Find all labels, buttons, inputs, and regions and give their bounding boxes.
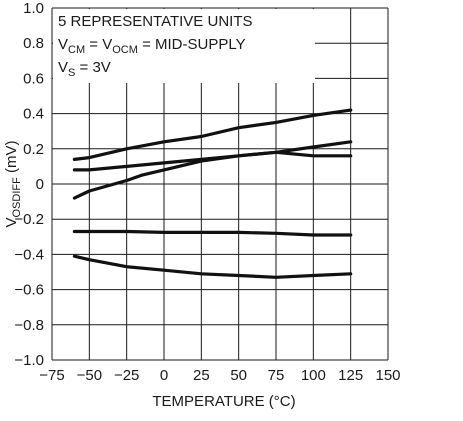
annotation-background — [53, 9, 315, 83]
y-tick-label: 1.0 — [23, 0, 44, 17]
y-tick-label: −0.2 — [14, 211, 44, 228]
x-tick-label: −75 — [39, 367, 64, 384]
annotation: 5 REPRESENTATIVE UNITS VCM = VOCM = MID-… — [58, 13, 252, 79]
x-tick-label: 125 — [338, 367, 363, 384]
x-tick-label: 50 — [230, 367, 247, 384]
x-tick-label: −50 — [77, 367, 102, 384]
annotation-line-1: 5 REPRESENTATIVE UNITS — [58, 13, 252, 30]
x-tick-label: 100 — [301, 367, 326, 384]
series-group — [72, 108, 353, 279]
annotation-line-3: VS = 3V — [58, 59, 111, 79]
y-tick-label: 0.6 — [23, 70, 44, 87]
series-line-3 — [72, 150, 353, 200]
y-tick-label: 0.2 — [23, 141, 44, 158]
series-line-2 — [72, 140, 353, 172]
x-tick-label: 150 — [375, 367, 400, 384]
y-tick-label: −0.6 — [14, 282, 44, 299]
series-line-4 — [72, 229, 353, 237]
y-tick-label: 0.4 — [23, 106, 44, 123]
y-tick-label: −0.4 — [14, 246, 44, 263]
annotation-line-2: VCM = VOCM = MID-SUPPLY — [58, 36, 246, 56]
series-line-1 — [72, 108, 353, 161]
x-tick-label: 75 — [268, 367, 285, 384]
y-axis-label: VOSDIFF (mV) — [3, 140, 23, 227]
x-tick-label: 25 — [193, 367, 210, 384]
x-axis-label: TEMPERATURE (°C) — [152, 393, 295, 410]
y-tick-label: 0.8 — [23, 35, 44, 52]
y-tick-label: 0 — [36, 176, 44, 193]
y-tick-label: −1.0 — [14, 352, 44, 369]
tick-labels: −75 −50 −25 0 25 50 75 100 125 150 −1.0 −0.8 −0.6 −0.… — [14, 0, 400, 384]
series-line-5 — [72, 254, 353, 279]
y-tick-label: −0.8 — [14, 317, 44, 334]
x-tick-label: −25 — [114, 367, 139, 384]
x-tick-label: 0 — [160, 367, 168, 384]
